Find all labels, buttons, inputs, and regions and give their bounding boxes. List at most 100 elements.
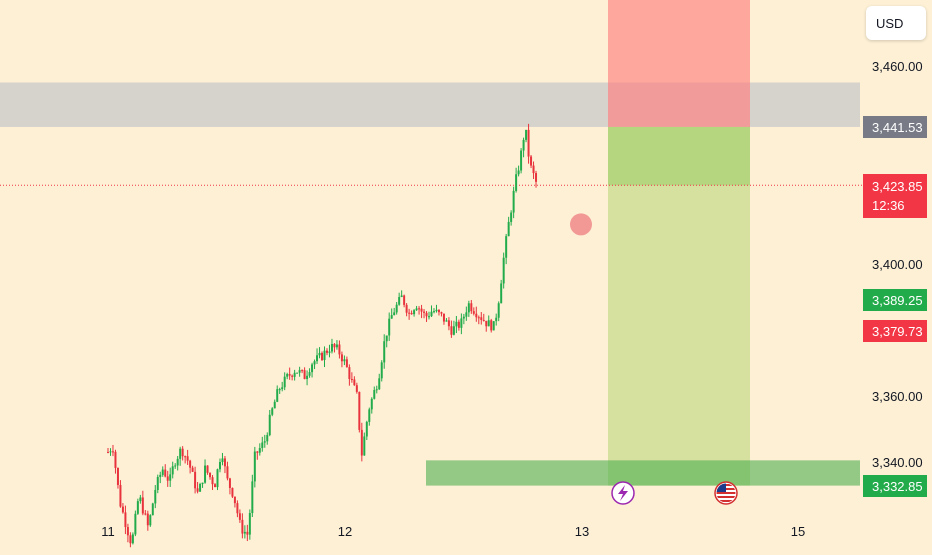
candle — [211, 475, 214, 490]
candle — [360, 422, 363, 462]
candle-body — [340, 354, 343, 362]
candle — [179, 446, 182, 466]
candle-body — [146, 513, 149, 526]
candle — [450, 320, 453, 338]
candle-body — [485, 320, 488, 327]
candle — [368, 407, 371, 426]
candle — [400, 290, 403, 298]
candle — [171, 461, 174, 479]
candle-body — [415, 308, 418, 311]
candle — [201, 482, 204, 488]
candle-body — [271, 408, 274, 415]
candle — [139, 494, 142, 504]
candle — [413, 309, 416, 317]
candle-body — [156, 476, 159, 490]
candle-body — [228, 478, 231, 488]
candle — [462, 313, 465, 325]
us-flag-icon[interactable] — [714, 481, 738, 505]
candle-body — [350, 378, 353, 380]
candle-body — [425, 312, 428, 317]
candle — [505, 233, 508, 265]
candle — [527, 123, 530, 164]
candle — [325, 348, 328, 356]
candle — [129, 532, 132, 548]
candle-body — [462, 316, 465, 319]
candle-body — [445, 320, 448, 322]
candle-body — [134, 513, 137, 535]
candle — [475, 306, 478, 322]
candle — [306, 370, 309, 386]
candle — [301, 369, 304, 374]
candle — [363, 432, 366, 456]
candle — [378, 373, 381, 390]
support-zone[interactable] — [426, 460, 860, 486]
candle-body — [343, 359, 346, 362]
candle-body — [266, 435, 269, 442]
time-tick-label: 11 — [101, 524, 115, 539]
candle-body — [475, 313, 478, 318]
candle — [365, 420, 368, 440]
candle-body — [126, 527, 129, 536]
candle — [151, 502, 154, 516]
candle — [375, 385, 378, 394]
candle — [442, 313, 445, 325]
candle — [485, 320, 488, 332]
candle-body — [268, 414, 271, 436]
candle-body — [196, 488, 199, 492]
candle-body — [218, 462, 221, 470]
support-badge-label: 3,332.85 — [872, 479, 923, 494]
candle — [149, 514, 152, 527]
candle-body — [470, 303, 473, 312]
candle — [457, 319, 460, 331]
candle — [109, 448, 112, 456]
candle-body — [181, 448, 184, 457]
candle — [490, 318, 493, 333]
candle — [308, 368, 311, 378]
candle-body — [214, 484, 217, 488]
candle — [251, 474, 254, 518]
candle — [532, 161, 535, 179]
candle-body — [420, 308, 423, 312]
candle — [353, 376, 356, 386]
last-price-label: 3,423.85 — [872, 179, 923, 194]
signal-marker[interactable] — [570, 213, 592, 236]
candle-body — [437, 309, 440, 313]
lightning-icon[interactable] — [611, 481, 635, 505]
candle-body — [301, 370, 304, 372]
candle — [388, 312, 391, 341]
candle-body — [179, 448, 182, 459]
price-tick-label: 3,360.00 — [872, 389, 923, 404]
candle — [330, 338, 333, 354]
target-zone[interactable] — [608, 126, 750, 486]
candle-body — [258, 448, 261, 453]
candle — [455, 315, 458, 334]
candle-body — [333, 343, 336, 348]
red-level-label: 3,379.73 — [872, 324, 923, 339]
candle — [144, 510, 147, 516]
candle-body — [191, 467, 194, 472]
candle-body — [318, 352, 321, 356]
price-tick-label: 3,400.00 — [872, 257, 923, 272]
candle-body — [288, 374, 291, 376]
candle-body — [313, 361, 316, 365]
support-badge: 3,332.85 — [863, 475, 927, 497]
candle — [218, 458, 221, 473]
candle-body — [360, 429, 363, 456]
candle-body — [261, 442, 264, 449]
candle — [216, 468, 219, 491]
candle-body — [353, 379, 356, 386]
candle — [403, 294, 406, 308]
candle-body — [131, 534, 134, 544]
candle — [313, 359, 316, 370]
candle — [126, 523, 129, 543]
candle-body — [194, 471, 197, 489]
currency-button[interactable]: USD — [866, 6, 926, 40]
candle-body — [184, 456, 187, 458]
candle-body — [330, 343, 333, 352]
candle — [423, 309, 426, 319]
candle — [191, 465, 194, 473]
stop-loss-zone[interactable] — [608, 0, 750, 127]
candle — [405, 303, 408, 317]
